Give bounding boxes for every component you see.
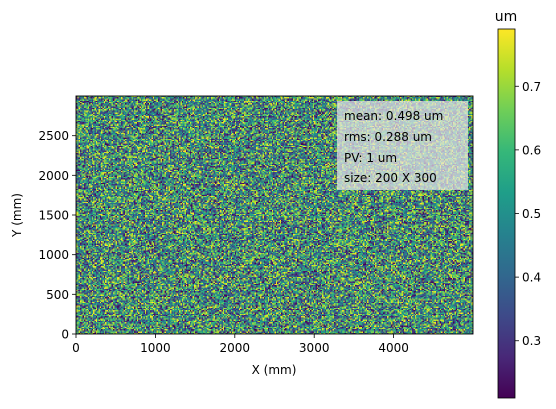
y-axis: 0 500 1000 1500 2000 2500 Y (mm) [10, 129, 76, 342]
x-tick: 2000 [220, 334, 251, 355]
y-tick: 1000 [38, 248, 76, 262]
y-tick-label: 0 [61, 328, 69, 342]
colorbar-tick-label: 0.3 [522, 334, 541, 348]
x-tick-label: 4000 [378, 341, 409, 355]
y-tick: 500 [46, 288, 76, 302]
x-tick-label: 3000 [299, 341, 330, 355]
y-tick-label: 2000 [38, 169, 69, 183]
colorbar-tick-label: 0.5 [522, 207, 541, 221]
x-tick-label: 1000 [140, 341, 171, 355]
y-tick: 1500 [38, 209, 76, 223]
colorbar-ticks: 0.3 0.4 0.5 0.6 0.7 [515, 80, 541, 348]
y-tick: 2500 [38, 129, 76, 143]
y-tick: 2000 [38, 169, 76, 183]
stats-annotation: mean: 0.498 um rms: 0.288 um PV: 1 um si… [337, 101, 468, 190]
x-tick-label: 0 [72, 341, 80, 355]
colorbar-tick-label: 0.4 [522, 271, 541, 285]
colorbar-title: um [495, 9, 518, 25]
colorbar-tick-label: 0.6 [522, 143, 541, 157]
y-tick-label: 1000 [38, 248, 69, 262]
y-tick-label: 500 [46, 288, 69, 302]
stats-annotation-box [337, 101, 468, 190]
stats-rms: rms: 0.288 um [344, 130, 432, 144]
stats-pv: PV: 1 um [344, 151, 397, 165]
x-axis: 0 1000 2000 3000 4000 X (mm) [72, 334, 409, 377]
colorbar: um 0.3 0.4 0.5 0.6 0.7 [495, 9, 541, 399]
stats-size: size: 200 X 300 [344, 171, 437, 185]
x-axis-label: X (mm) [252, 363, 297, 377]
x-tick: 1000 [140, 334, 171, 355]
colorbar-tick-label: 0.7 [522, 80, 541, 94]
stats-mean: mean: 0.498 um [344, 109, 443, 123]
y-tick: 0 [61, 328, 76, 342]
x-tick: 0 [72, 334, 80, 355]
y-axis-label: Y (mm) [10, 193, 24, 238]
y-tick-label: 1500 [38, 209, 69, 223]
x-tick-label: 2000 [220, 341, 251, 355]
x-tick: 4000 [378, 334, 409, 355]
x-tick: 3000 [299, 334, 330, 355]
colorbar-gradient [498, 29, 515, 398]
y-tick-label: 2500 [38, 129, 69, 143]
